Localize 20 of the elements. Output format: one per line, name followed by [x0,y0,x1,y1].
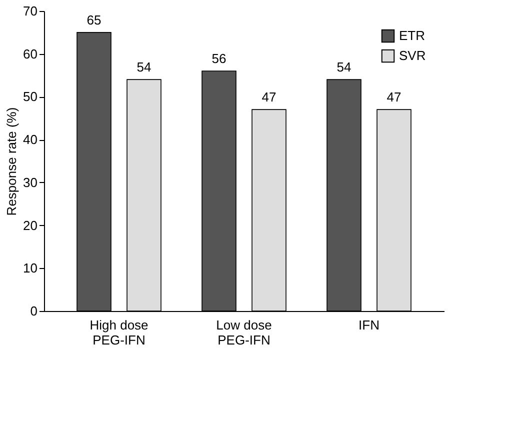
data-label: 47 [262,90,276,105]
y-axis-title: Response rate (%) [4,107,20,216]
x-tick-label: Low dose PEG-IFN [216,318,272,348]
y-tick-label: 30 [23,174,38,190]
legend-label: SVR [399,48,426,63]
y-tick-label: 70 [23,4,38,18]
y-tick-label: 20 [23,218,38,233]
data-label: 47 [386,90,402,105]
y-tick-label: 60 [23,46,38,62]
y-tick-label: 0 [30,304,38,318]
x-tick-label: IFN [358,318,380,332]
data-label: 54 [136,60,152,75]
data-label: 56 [212,51,226,66]
y-tick-label: 50 [23,89,38,104]
data-label: 65 [86,12,102,28]
legend-label: ETR [399,28,425,43]
y-tick-label: 40 [23,132,38,148]
y-tick-label: 10 [23,260,38,276]
data-label: 54 [336,60,352,75]
x-tick-label: High dose PEG-IFN [90,318,148,348]
